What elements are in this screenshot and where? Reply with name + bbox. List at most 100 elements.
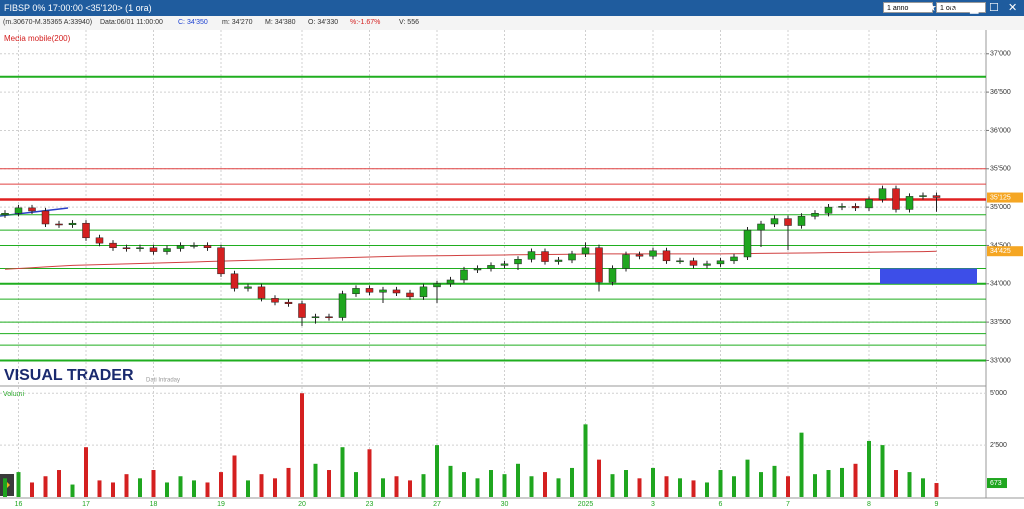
volume-bar bbox=[637, 478, 642, 497]
volume-bar bbox=[286, 467, 291, 497]
info-bar: (m.30670-M.35365 A:33940) Data:06/01 11:… bbox=[0, 16, 1024, 31]
x-tick-label: 7 bbox=[786, 501, 790, 508]
candle-body bbox=[743, 229, 752, 258]
volume-bar bbox=[556, 478, 561, 497]
candle-body bbox=[446, 279, 455, 285]
volume-bar bbox=[732, 476, 736, 497]
candle-body bbox=[770, 218, 779, 225]
candle-body bbox=[149, 247, 158, 252]
info-close: C: 34'350 bbox=[178, 19, 208, 26]
candle-body bbox=[41, 210, 50, 225]
volume-bar bbox=[435, 445, 439, 497]
candle-body bbox=[82, 222, 90, 239]
price-marker-label: 35'125 bbox=[990, 194, 1011, 201]
volume-bar bbox=[583, 424, 588, 497]
minimize-button[interactable]: ▁ bbox=[970, 2, 979, 14]
volume-bar bbox=[313, 463, 318, 497]
candle-body bbox=[811, 213, 819, 217]
volume-bar bbox=[273, 478, 277, 497]
pin-button[interactable]: ↖ bbox=[948, 2, 958, 14]
candle-body bbox=[689, 260, 698, 266]
volume-bar bbox=[664, 476, 669, 497]
candle-body bbox=[568, 253, 576, 261]
x-tick-label: 6 bbox=[719, 501, 723, 508]
y-tick-label: 5'000 bbox=[990, 390, 1007, 397]
volume-bar bbox=[408, 480, 412, 497]
volume-bar bbox=[826, 470, 831, 497]
candle-body bbox=[676, 260, 684, 263]
volume-bar bbox=[111, 482, 115, 497]
candle-body bbox=[865, 199, 873, 209]
volume-marker-label: 673 bbox=[990, 480, 1002, 487]
candle-body bbox=[392, 289, 401, 294]
x-tick-label: 16 bbox=[15, 501, 23, 508]
y-tick-label: 36'000 bbox=[990, 127, 1011, 134]
star-button[interactable]: ★ bbox=[927, 2, 937, 14]
candle-body bbox=[14, 207, 23, 214]
volume-bar bbox=[894, 470, 898, 497]
volume-bar bbox=[97, 480, 102, 497]
volume-bar bbox=[340, 447, 345, 497]
info-change: %:-1.67% bbox=[350, 19, 381, 26]
volume-bar bbox=[124, 474, 129, 497]
volume-bar bbox=[84, 447, 88, 497]
candle-body bbox=[230, 273, 239, 289]
volume-bar bbox=[907, 472, 912, 497]
volume-bar bbox=[381, 478, 385, 497]
candle-body bbox=[136, 247, 144, 250]
volume-bar bbox=[799, 432, 804, 497]
candle-body bbox=[176, 245, 185, 249]
volume-bar bbox=[138, 478, 142, 497]
candle-body bbox=[500, 263, 509, 266]
x-tick-label: 2025 bbox=[578, 501, 594, 508]
y-tick-label: 34'500 bbox=[990, 242, 1011, 249]
candle-body bbox=[932, 195, 941, 198]
candle-body bbox=[379, 289, 387, 293]
volume-bar bbox=[489, 470, 493, 497]
maximize-button[interactable]: ☐ bbox=[989, 2, 999, 14]
candle-body bbox=[298, 303, 306, 318]
volume-bar bbox=[30, 482, 34, 497]
candle-body bbox=[28, 207, 36, 212]
x-tick-label: 8 bbox=[867, 501, 871, 508]
x-tick-label: 17 bbox=[82, 501, 90, 508]
candle-body bbox=[892, 188, 900, 210]
volume-bar bbox=[475, 478, 480, 497]
candle-body bbox=[824, 206, 833, 214]
candle-body bbox=[919, 195, 927, 197]
candle-body bbox=[905, 196, 914, 210]
volume-bar bbox=[219, 472, 223, 497]
candle-body bbox=[541, 251, 549, 262]
volume-bar bbox=[813, 474, 817, 497]
moving-average bbox=[4, 250, 937, 270]
period-select[interactable]: 1 anno bbox=[883, 2, 933, 13]
close-button[interactable]: ✕ bbox=[1008, 2, 1018, 14]
y-tick-label: 34'000 bbox=[990, 281, 1011, 288]
chart-bg bbox=[0, 30, 1024, 509]
volume-marker-bg bbox=[987, 478, 1007, 489]
volume-bar bbox=[516, 463, 520, 497]
candle-body bbox=[730, 256, 738, 262]
volume-label: Volumi bbox=[3, 391, 24, 398]
candle-body bbox=[217, 247, 225, 275]
volume-bar bbox=[232, 455, 237, 497]
candle-body bbox=[878, 188, 887, 200]
candle-body bbox=[703, 263, 711, 266]
interval-select[interactable]: 1 ora bbox=[936, 2, 986, 13]
candle-body bbox=[460, 269, 468, 281]
volume-bar bbox=[840, 467, 844, 497]
volume-bar bbox=[205, 482, 210, 497]
candle-body bbox=[662, 250, 671, 262]
title-bar: FIBSP 0% 17:00:00 <35'120> (1 ora) 1 ann… bbox=[0, 0, 1024, 16]
volume-bar bbox=[570, 467, 574, 497]
volume-bar bbox=[462, 472, 466, 497]
volume-bar bbox=[786, 476, 790, 497]
candle-body bbox=[527, 251, 536, 260]
volume-bar bbox=[300, 393, 304, 497]
candle-body bbox=[352, 288, 360, 295]
candle-body bbox=[608, 268, 617, 283]
candle-body bbox=[757, 223, 765, 231]
volume-bar bbox=[624, 470, 628, 497]
volume-bar bbox=[192, 480, 196, 497]
volume-bar bbox=[759, 472, 763, 497]
